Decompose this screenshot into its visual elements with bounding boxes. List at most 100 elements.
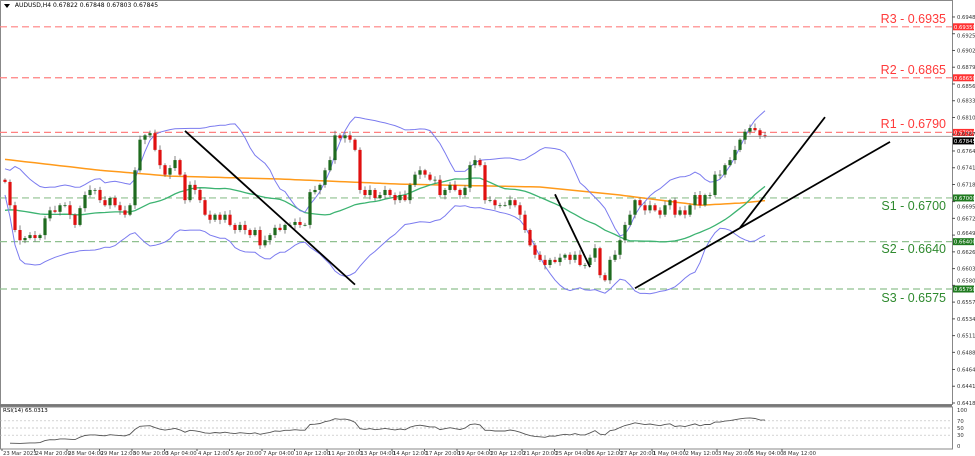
candle — [328, 156, 332, 172]
x-tick-label: 24 Mar 20:00 — [36, 451, 72, 456]
candle — [58, 203, 62, 216]
symbol-label: AUDUSD,H4 — [14, 2, 52, 9]
candle-body — [258, 230, 262, 246]
candle — [478, 158, 482, 167]
rsi-tick-label: 30 — [957, 433, 964, 439]
candle — [473, 155, 477, 169]
candle-body — [243, 224, 247, 231]
trendline — [739, 116, 826, 229]
x-tick-label: 26 Apr 12:00 — [588, 451, 623, 456]
candle — [403, 190, 407, 202]
candle — [488, 196, 492, 203]
candle-body — [448, 184, 452, 190]
candle — [238, 221, 242, 233]
candle-body — [13, 205, 17, 231]
candle-body — [693, 195, 697, 206]
candle — [118, 201, 122, 215]
candle-body — [138, 139, 142, 171]
ma-fast-line — [4, 177, 766, 243]
candle — [643, 201, 647, 215]
candle — [583, 262, 587, 269]
y-tick-label: 0.67645 — [957, 149, 975, 155]
candle-body — [348, 135, 352, 140]
candle-body — [38, 235, 42, 239]
candle-body — [653, 205, 657, 211]
y-tick-label: 0.69025 — [957, 48, 975, 54]
candle-body — [373, 189, 377, 198]
candle — [518, 202, 522, 220]
candle — [393, 192, 397, 205]
candle — [373, 187, 377, 201]
candle — [283, 223, 287, 234]
y-tick-label: 0.68105 — [957, 115, 975, 121]
candle-body — [308, 192, 312, 225]
candle — [688, 203, 692, 217]
level-price-box-label: 0.67000 — [954, 196, 975, 202]
candle-body — [583, 264, 587, 266]
candle-body — [128, 205, 132, 215]
level-label-r1: R1 - 0.6790 — [880, 117, 946, 131]
candle-body — [533, 245, 537, 255]
candle-body — [8, 181, 12, 206]
y-tick-label: 0.69485 — [957, 15, 975, 21]
candle — [543, 255, 547, 270]
candle-body — [628, 214, 632, 225]
x-tick-label: 8 May 12:00 — [783, 451, 817, 456]
candle — [338, 133, 342, 141]
candle-body — [613, 254, 617, 260]
candle-body — [503, 205, 507, 207]
candle — [388, 188, 392, 198]
candle — [753, 123, 757, 132]
candle-body — [598, 248, 602, 276]
candle-body — [548, 259, 552, 265]
candle-body — [353, 139, 357, 150]
candle-body — [278, 227, 282, 231]
x-tick-label: 17 Apr 20:00 — [426, 451, 461, 456]
candle-body — [483, 165, 487, 201]
y-tick-label: 0.64645 — [957, 367, 975, 373]
candle — [633, 198, 637, 219]
candle — [258, 226, 262, 249]
chart-header: AUDUSD,H4 0.67822 0.67848 0.67803 0.6784… — [4, 2, 158, 9]
candle — [568, 252, 572, 265]
candle-body — [313, 189, 317, 193]
candle-body — [423, 170, 427, 175]
candle-body — [738, 139, 742, 150]
candle — [93, 187, 97, 195]
candle — [378, 192, 382, 200]
candle-body — [443, 189, 447, 196]
candle — [188, 181, 192, 203]
candle — [588, 254, 592, 268]
candle-body — [728, 160, 732, 166]
candle-body — [608, 259, 612, 281]
level-price-box-label: 0.66400 — [954, 240, 975, 246]
candle — [613, 250, 617, 263]
candle — [413, 171, 417, 188]
candle-body — [113, 197, 117, 206]
candle — [138, 135, 142, 173]
candle-body — [3, 179, 7, 182]
candle-body — [588, 257, 592, 265]
y-tick-label: 0.68795 — [957, 65, 975, 71]
candle-body — [508, 200, 512, 206]
level-price-box — [953, 74, 974, 82]
candle — [458, 188, 462, 199]
candle — [213, 213, 217, 222]
dropdown-triangle-icon[interactable] — [4, 3, 10, 8]
main-pane-border — [0, 0, 953, 405]
candle-body — [668, 200, 672, 206]
candle — [218, 212, 222, 225]
candle-body — [193, 184, 197, 190]
candle — [453, 180, 457, 192]
candle — [438, 175, 442, 198]
candle-body — [183, 174, 187, 201]
candle — [698, 190, 702, 209]
candle-body — [178, 160, 182, 175]
level-price-box-label: 0.69350 — [954, 25, 975, 31]
candle — [13, 201, 17, 233]
